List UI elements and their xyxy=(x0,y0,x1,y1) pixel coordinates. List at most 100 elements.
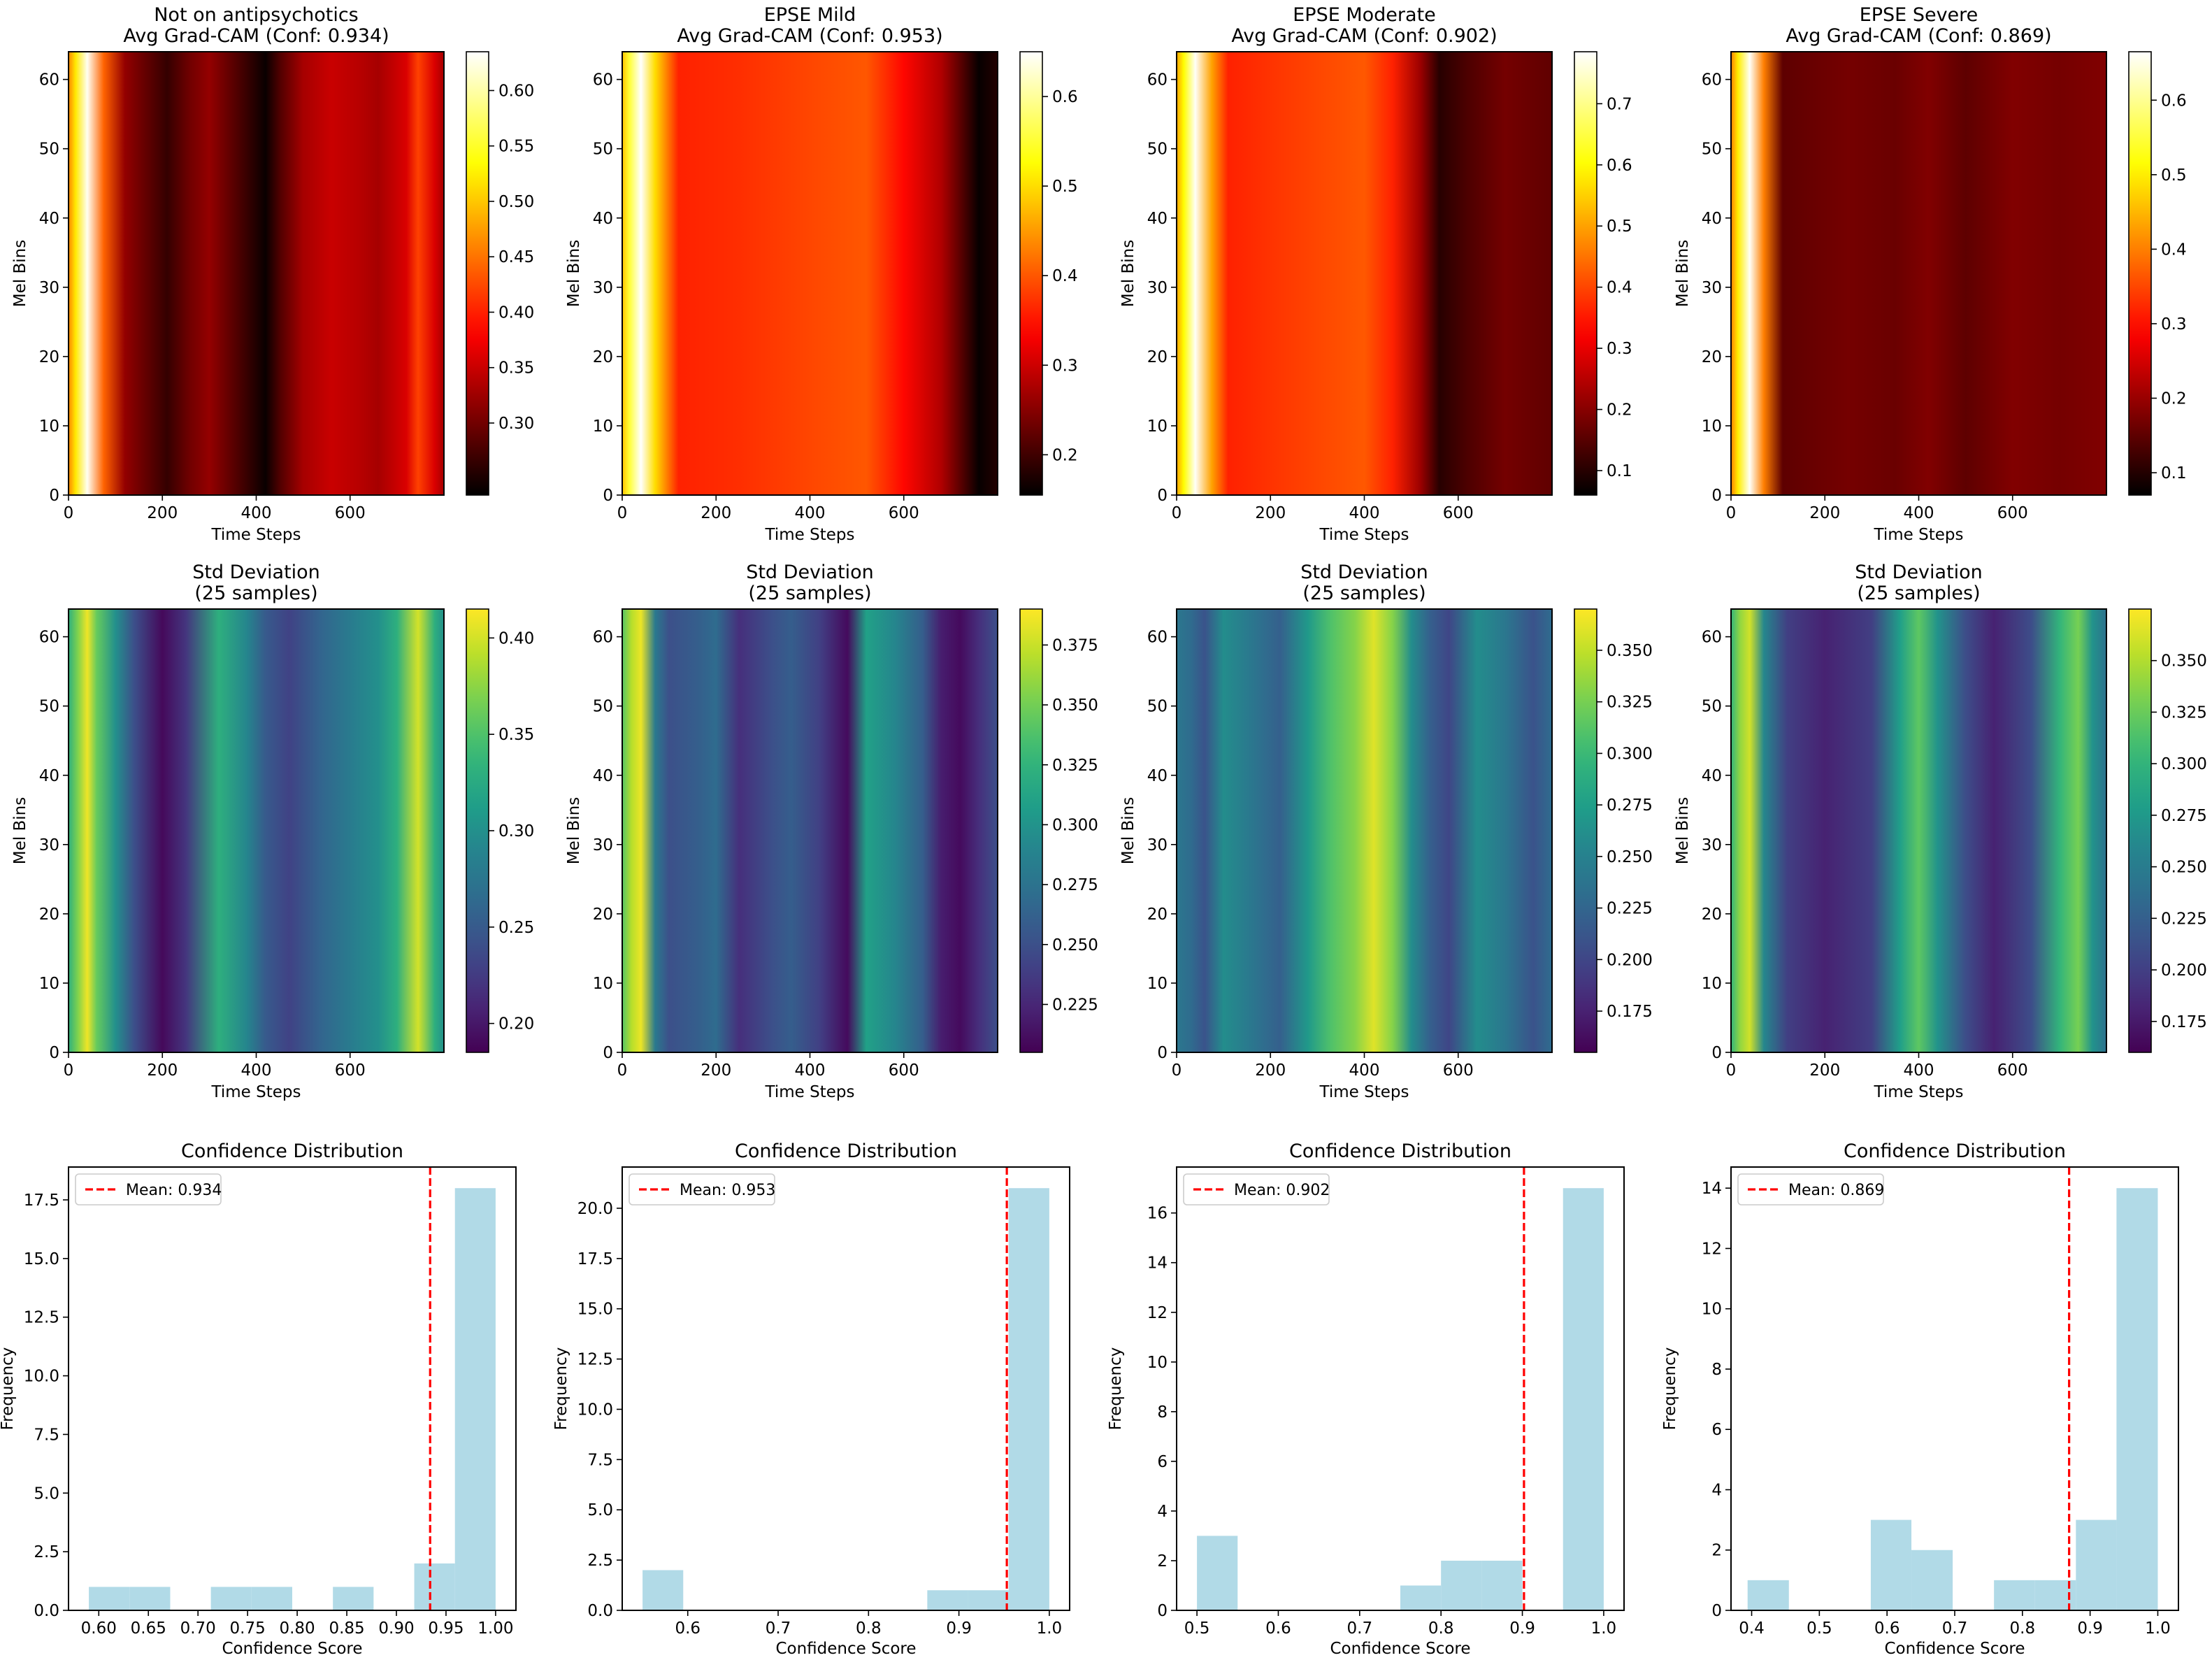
x-tick-label: 600 xyxy=(1443,1061,1474,1080)
legend-label: Mean: 0.902 xyxy=(1234,1182,1330,1199)
colorbar-tick-label: 0.300 xyxy=(1607,745,1653,763)
y-axis-label: Mel Bins xyxy=(11,797,29,864)
y-axis-label: Frequency xyxy=(552,1347,570,1431)
x-tick-label: 400 xyxy=(241,1061,272,1080)
y-tick-label: 30 xyxy=(1147,836,1168,854)
histogram-bar xyxy=(1197,1536,1238,1610)
y-tick-label: 50 xyxy=(593,698,613,716)
histogram-bar xyxy=(1400,1585,1442,1610)
legend: Mean: 0.934 xyxy=(75,1173,222,1205)
x-tick-label: 0.5 xyxy=(1807,1619,1832,1638)
x-tick-label: 0.85 xyxy=(329,1619,364,1638)
axes-frame xyxy=(622,1166,1070,1611)
colorbar-tick-label: 0.275 xyxy=(1052,876,1098,894)
x-tick-label: 400 xyxy=(795,504,826,522)
x-tick-label: 0.9 xyxy=(1509,1619,1535,1638)
colorbar-tick-label: 0.250 xyxy=(1052,936,1098,954)
y-tick-label: 10 xyxy=(1147,417,1168,436)
colorbar xyxy=(466,609,489,1052)
subplot-title: Confidence Distribution xyxy=(181,1140,403,1162)
x-tick-label: 600 xyxy=(335,504,366,522)
y-tick-label: 7.5 xyxy=(587,1451,613,1469)
colorbar-frame xyxy=(1574,608,1597,1053)
colorbar-tick-label: 0.30 xyxy=(498,415,534,433)
y-tick-label: 30 xyxy=(1702,836,1722,854)
colorbar-tick-label: 0.300 xyxy=(1052,816,1098,834)
y-tick-label: 40 xyxy=(1702,767,1722,785)
y-tick-label: 12 xyxy=(1702,1240,1722,1258)
y-tick-label: 0 xyxy=(49,1044,59,1062)
x-tick-label: 200 xyxy=(147,1061,178,1080)
x-tick-label: 0 xyxy=(64,1061,74,1080)
y-tick-label: 60 xyxy=(1147,629,1168,647)
heatmap-image xyxy=(622,52,998,495)
colorbar-tick-label: 0.20 xyxy=(498,1015,534,1033)
x-axis-label: Confidence Score xyxy=(1330,1640,1470,1658)
colorbar-tick-label: 0.5 xyxy=(2161,166,2187,185)
colorbar-tick-label: 0.375 xyxy=(1052,636,1098,654)
subplot-title: Confidence Distribution xyxy=(735,1140,957,1162)
colorbar-frame xyxy=(1574,51,1597,496)
x-tick-label: 0.7 xyxy=(1942,1619,1968,1638)
x-tick-label: 200 xyxy=(1255,1061,1286,1080)
legend-label: Mean: 0.934 xyxy=(126,1182,222,1199)
y-tick-label: 15.0 xyxy=(24,1250,59,1268)
x-tick-label: 200 xyxy=(701,1061,731,1080)
x-tick-label: 400 xyxy=(1904,1061,1934,1080)
x-axis-label: Time Steps xyxy=(765,1083,855,1101)
y-tick-label: 6 xyxy=(1711,1421,1722,1439)
colorbar-tick-label: 0.50 xyxy=(498,193,534,211)
colorbar-tick-label: 0.350 xyxy=(1052,696,1098,715)
y-tick-label: 10 xyxy=(593,417,613,436)
histogram-panel: Confidence Distribution 0.6 0.7 0.8 0.9 1.0 0.… xyxy=(552,1140,1070,1658)
x-tick-label: 0.8 xyxy=(2010,1619,2036,1638)
histogram-bar xyxy=(1563,1188,1604,1610)
y-axis-label: Mel Bins xyxy=(565,797,583,864)
y-tick-label: 14 xyxy=(1147,1254,1168,1273)
y-tick-label: 14 xyxy=(1702,1180,1722,1198)
x-tick-label: 0.7 xyxy=(1347,1619,1373,1638)
y-tick-label: 4 xyxy=(1711,1481,1722,1499)
legend-box xyxy=(629,1173,775,1205)
colorbar-tick-label: 0.2 xyxy=(1607,401,1632,420)
x-axis-label: Time Steps xyxy=(1874,1083,1964,1101)
heatmap-image xyxy=(69,609,444,1052)
y-axis-label: Mel Bins xyxy=(11,240,29,307)
x-axis-label: Confidence Score xyxy=(775,1640,916,1658)
x-tick-label: 0.80 xyxy=(279,1619,315,1638)
x-axis-label: Time Steps xyxy=(211,526,301,544)
y-tick-label: 2 xyxy=(1711,1542,1722,1560)
histogram-bar xyxy=(129,1587,171,1610)
x-tick-label: 0 xyxy=(1726,1061,1737,1080)
subplot-title: (25 samples) xyxy=(1857,582,1980,604)
heatmap-image xyxy=(69,52,444,495)
colorbar-tick-label: 0.3 xyxy=(1052,357,1078,375)
colorbar-tick-label: 0.35 xyxy=(498,359,534,378)
heatmap-image xyxy=(1177,52,1552,495)
colorbar-tick-label: 0.1 xyxy=(2161,464,2187,482)
heatmap-image xyxy=(622,609,998,1052)
y-tick-label: 50 xyxy=(593,141,613,159)
y-tick-label: 50 xyxy=(39,698,59,716)
subplot-title: Avg Grad-CAM (Conf: 0.869) xyxy=(1786,25,2051,47)
colorbar-tick-label: 0.2 xyxy=(2161,389,2187,408)
y-tick-label: 20 xyxy=(1702,906,1722,924)
histogram-bar xyxy=(1008,1188,1049,1610)
y-tick-label: 2.5 xyxy=(34,1543,59,1561)
y-tick-label: 0 xyxy=(1711,487,1722,505)
y-tick-label: 2.5 xyxy=(587,1552,613,1570)
legend-label: Mean: 0.953 xyxy=(680,1182,775,1199)
y-tick-label: 60 xyxy=(1702,629,1722,647)
y-tick-label: 20 xyxy=(593,348,613,366)
x-tick-label: 600 xyxy=(335,1061,366,1080)
colorbar-tick-label: 0.275 xyxy=(1607,796,1653,815)
y-tick-label: 0 xyxy=(1157,487,1168,505)
y-tick-label: 20 xyxy=(593,906,613,924)
colorbar-tick-label: 0.25 xyxy=(498,919,534,937)
histogram-bar xyxy=(2116,1188,2158,1610)
legend: Mean: 0.869 xyxy=(1737,1173,1884,1205)
x-tick-label: 1.0 xyxy=(2145,1619,2171,1638)
